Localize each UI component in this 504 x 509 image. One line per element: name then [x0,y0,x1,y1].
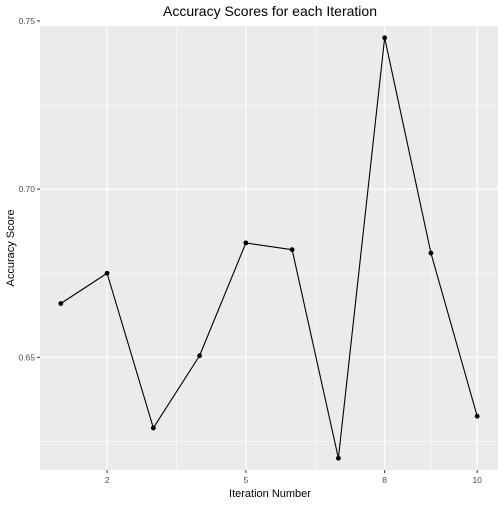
data-point [197,353,203,359]
data-point [104,270,110,276]
x-tick-label: 10 [472,475,482,485]
data-point [289,247,295,253]
y-tick-label: 0.65 [18,352,35,362]
data-point [428,250,434,256]
panel-background [40,26,498,470]
data-point [474,413,480,419]
x-tick-label: 2 [105,475,110,485]
x-tick-label: 5 [244,475,249,485]
y-tick-label: 0.70 [18,184,35,194]
axes: 2 5 8 10 0.65 0.70 0.75 [18,16,482,485]
grid-lines [40,20,498,470]
data-point [335,455,341,461]
data-point [150,425,156,431]
y-tick-label: 0.75 [18,16,35,26]
data-point [243,240,249,246]
data-point [58,301,64,306]
x-tick-label: 8 [382,475,387,485]
data-point [382,35,388,41]
data-series [58,35,480,461]
x-axis-title: Iteration Number [229,488,311,500]
plot-panel [40,26,498,470]
y-axis-title: Accuracy Score [5,209,17,286]
series-line [60,37,478,459]
chart-title: Accuracy Scores for each Iteration [163,3,377,19]
